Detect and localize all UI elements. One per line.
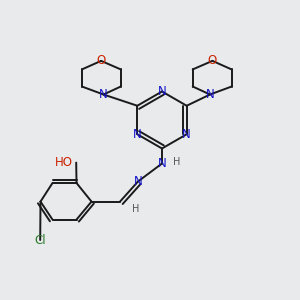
Text: N: N [158, 85, 166, 98]
Text: Cl: Cl [34, 233, 46, 247]
Text: HO: HO [55, 156, 73, 169]
Text: H: H [173, 157, 181, 167]
Text: N: N [133, 128, 142, 141]
Text: H: H [132, 204, 140, 214]
Text: N: N [158, 157, 166, 170]
Text: N: N [206, 88, 214, 101]
Text: O: O [208, 54, 217, 68]
Text: N: N [134, 175, 142, 188]
Text: N: N [99, 88, 108, 101]
Text: N: N [182, 128, 191, 141]
Text: O: O [97, 54, 106, 68]
